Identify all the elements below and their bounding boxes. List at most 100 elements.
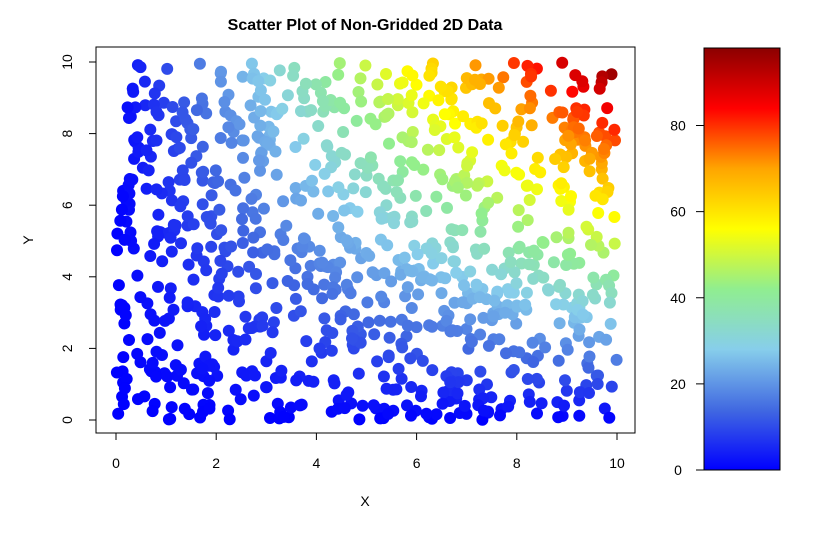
scatter-point: [328, 377, 341, 390]
scatter-point: [181, 296, 194, 309]
scatter-point: [461, 176, 474, 189]
scatter-point: [254, 119, 267, 132]
scatter-point: [406, 126, 419, 138]
scatter-point: [466, 146, 479, 159]
scatter-point: [312, 120, 325, 132]
scatter-point: [550, 231, 563, 244]
scatter-point: [164, 282, 177, 295]
scatter-point: [287, 69, 300, 82]
scatter-point: [598, 402, 611, 415]
scatter-point: [603, 411, 616, 424]
scatter-point: [416, 354, 429, 367]
scatter-point: [430, 408, 443, 421]
scatter-point: [573, 386, 586, 399]
scatter-point: [456, 224, 469, 237]
scatter-point: [592, 207, 605, 219]
scatter-point: [434, 80, 447, 93]
scatter-point: [521, 214, 534, 227]
scatter-point: [417, 163, 430, 176]
scatter-point: [444, 412, 457, 424]
scatter-point: [420, 205, 433, 217]
scatter-point: [213, 203, 226, 216]
scatter-point: [390, 186, 403, 198]
scatter-point: [177, 377, 190, 390]
scatter-point: [486, 263, 499, 276]
scatter-point: [375, 290, 388, 303]
scatter-point: [280, 219, 293, 232]
scatter-point: [347, 182, 360, 195]
scatter-point: [162, 413, 175, 426]
scatter-point: [505, 147, 518, 160]
scatter-point: [225, 136, 238, 149]
scatter-point: [294, 305, 307, 318]
scatter-point: [353, 413, 366, 426]
scatter-point: [377, 180, 390, 193]
scatter-point: [498, 164, 511, 177]
scatter-point: [410, 78, 423, 91]
scatter-point: [186, 383, 198, 396]
scatter-point: [507, 364, 520, 376]
scatter-point: [416, 271, 429, 284]
scatter-point: [513, 346, 526, 359]
scatter-point: [200, 107, 213, 120]
scatter-point: [412, 288, 425, 301]
scatter-point: [193, 57, 206, 70]
scatter-point: [300, 335, 313, 348]
scatter-point: [384, 315, 397, 328]
scatter-point: [273, 64, 286, 77]
scatter-point: [565, 190, 577, 203]
scatter-point: [335, 146, 348, 159]
scatter-point: [423, 69, 436, 82]
scatter-point: [382, 93, 394, 105]
colorbar-tick-label: 80: [670, 118, 686, 134]
scatter-point: [316, 256, 329, 269]
scatter-point: [561, 248, 574, 261]
scatter-point: [401, 319, 414, 332]
scatter-point: [557, 161, 570, 174]
scatter-point: [392, 174, 404, 187]
scatter-point: [583, 152, 596, 165]
scatter-point: [561, 343, 574, 356]
scatter-point: [123, 173, 136, 185]
scatter-point: [150, 134, 163, 147]
scatter-point: [174, 200, 187, 213]
scatter-point: [281, 89, 294, 102]
scatter-point: [361, 296, 374, 309]
scatter-point: [337, 126, 350, 138]
scatter-point: [404, 352, 417, 365]
scatter-point: [153, 326, 166, 339]
scatter-point: [571, 106, 584, 118]
scatter-point: [526, 336, 539, 349]
scatter-point: [521, 179, 534, 192]
scatter-point: [140, 144, 153, 157]
x-tick-label: 10: [609, 455, 625, 471]
scatter-point: [111, 244, 123, 257]
scatter-point: [141, 333, 154, 346]
scatter-point: [512, 220, 525, 233]
scatter-point: [597, 143, 610, 155]
scatter-point: [482, 72, 495, 85]
scatter-point: [281, 275, 294, 287]
scatter-point: [170, 115, 183, 128]
scatter-point: [537, 271, 550, 284]
scatter-point: [562, 226, 575, 239]
scatter-point: [447, 255, 460, 268]
scatter-point: [229, 184, 242, 197]
scatter-point: [338, 402, 351, 415]
scatter-point: [266, 277, 279, 290]
scatter-point: [439, 272, 452, 285]
scatter-point: [552, 354, 565, 367]
scatter-point: [316, 292, 329, 305]
scatter-point: [409, 189, 422, 202]
scatter-point: [276, 102, 289, 115]
scatter-point: [482, 133, 495, 146]
scatter-point: [352, 367, 365, 380]
scatter-point: [457, 110, 470, 123]
scatter-point: [527, 356, 540, 368]
scatter-point: [110, 366, 123, 379]
scatter-point: [290, 374, 303, 387]
scatter-point: [478, 242, 491, 255]
scatter-point: [114, 214, 127, 227]
scatter-point: [536, 236, 549, 248]
scatter-point: [436, 397, 449, 410]
